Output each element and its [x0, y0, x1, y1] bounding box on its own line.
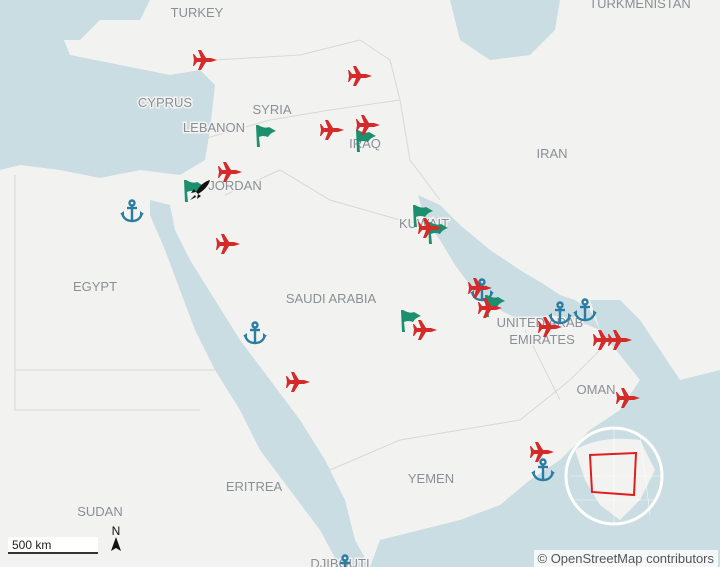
red-sea — [150, 200, 370, 567]
borders — [14, 39, 601, 471]
label-eritrea: ERITREA — [226, 479, 283, 494]
north-label: N — [111, 524, 121, 538]
label-saudi-arabia: SAUDI ARABIA — [286, 291, 377, 306]
attribution[interactable]: © OpenStreetMap contributors — [533, 550, 718, 567]
mediterranean-sea — [0, 0, 215, 178]
north-arrow-icon — [111, 537, 121, 551]
label-iran: IRAN — [536, 146, 567, 161]
label-oman: OMAN — [577, 382, 616, 397]
caspian-sea — [450, 0, 560, 60]
label-egypt: EGYPT — [73, 279, 117, 294]
label-cyprus: CYPRUS — [138, 95, 193, 110]
label-turkey: TURKEY — [171, 5, 224, 20]
label-syria: SYRIA — [252, 102, 291, 117]
label-yemen: YEMEN — [408, 471, 454, 486]
label-jordan: JORDAN — [208, 178, 261, 193]
globe-inset — [564, 426, 664, 526]
scale-bar: 500 km — [8, 537, 98, 554]
north-arrow: N — [109, 525, 123, 553]
label-turkmenistan: TURKMENISTAN — [589, 0, 691, 11]
persian-gulf — [418, 195, 600, 330]
label-djibouti: DJIBOUTI — [310, 556, 369, 567]
label-sudan: SUDAN — [77, 504, 123, 519]
inset-extent-box — [588, 451, 638, 497]
aegean-sea — [0, 0, 150, 40]
country-labels: TURKEY TURKMENISTAN CYPRUS SYRIA LEBANON… — [71, 0, 692, 567]
label-lebanon: LEBANON — [183, 120, 245, 135]
label-uae-line2: EMIRATES — [509, 332, 575, 347]
